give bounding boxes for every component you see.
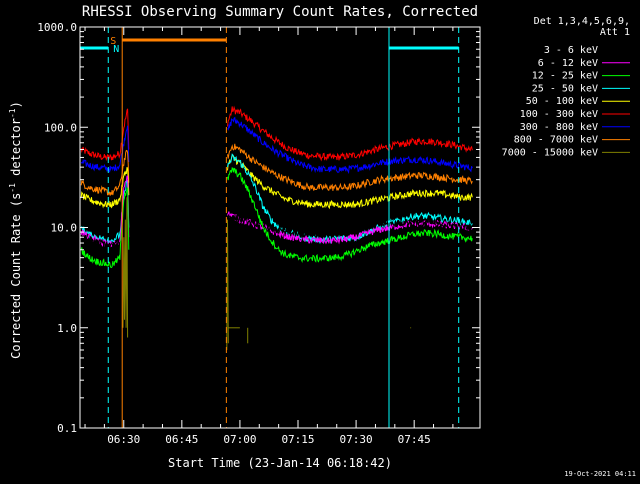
series-6-segment-1 — [227, 213, 473, 239]
series-3-segment-0 — [80, 167, 130, 209]
series-8-segment-0 — [122, 197, 129, 338]
chart-title: RHESSI Observing Summary Count Rates, Co… — [82, 4, 478, 20]
legend-entry-label-1: 6 - 12 keV — [538, 58, 598, 69]
legend-entry-label-3: 25 - 50 keV — [532, 83, 598, 94]
series-1-segment-1 — [227, 116, 473, 174]
x-tick-label-2: 07:00 — [223, 433, 256, 446]
series-0-segment-1 — [227, 105, 473, 162]
legend-entry-label-7: 800 - 7000 keV — [514, 135, 598, 146]
y-tick-label-4: 0.1 — [57, 422, 77, 435]
x-tick-label-0: 06:30 — [107, 433, 140, 446]
legend-entry-label-5: 100 - 300 keV — [520, 109, 598, 120]
timestamp: 19-Oct-2021 04:11 — [564, 470, 636, 478]
y-axis-label-sup2: -1 — [8, 108, 17, 118]
series-7-segment-1 — [227, 166, 473, 264]
series-4 — [81, 153, 473, 246]
series-3-segment-1 — [227, 154, 473, 210]
series-2-segment-1 — [227, 143, 473, 192]
y-axis-label-end: ) — [9, 101, 23, 108]
y-axis-label-sup1: -1 — [8, 183, 17, 193]
y-tick-label-2: 10.0 — [51, 222, 78, 235]
legend: Det 1,3,4,5,6,9,Att 13 - 6 keV 6 - 12 keV… — [502, 16, 630, 158]
legend-entry-label-0: 3 - 6 keV — [544, 45, 598, 56]
legend-entry-label-8: 7000 - 15000 keV — [502, 147, 598, 158]
series-0 — [80, 105, 473, 162]
y-axis-label-mid: detector — [9, 118, 23, 183]
night-label: N — [113, 44, 119, 55]
x-tick-label-4: 07:30 — [340, 433, 373, 446]
svg-text:Corrected Count Rate (s-1 dete: Corrected Count Rate (s-1 detector-1) — [8, 101, 23, 359]
series-3 — [80, 154, 473, 210]
x-axis-label: Start Time (23-Jan-14 06:18:42) — [168, 456, 392, 470]
legend-entry-label-4: 50 - 100 keV — [526, 96, 598, 107]
series-2-segment-0 — [80, 149, 130, 196]
legend-entry-label-2: 12 - 25 keV — [532, 71, 598, 82]
saa-label: S — [110, 36, 116, 47]
series-0-segment-0 — [80, 108, 130, 162]
series-1 — [80, 116, 473, 174]
x-tick-label-1: 06:45 — [165, 433, 198, 446]
series-7-segment-0 — [80, 187, 130, 269]
axes-layer: 1000.0 100.0 10.0 1.0 0.1 06:30 06:45 07:00 07:1… — [37, 21, 481, 446]
series-8-segment-1 — [226, 219, 229, 351]
y-tick-label-0: 1000.0 — [37, 21, 77, 34]
x-tick-label-3: 07:15 — [281, 433, 314, 446]
series-6 — [80, 213, 473, 248]
legend-entry-label-6: 300 - 800 keV — [520, 122, 598, 133]
y-axis-label: Corrected Count Rate (s-1 detector-1) — [8, 101, 23, 359]
series-7 — [80, 166, 473, 269]
legend-header-0: Det 1,3,4,5,6,9, — [534, 16, 630, 27]
series-layer — [80, 105, 473, 351]
y-tick-label-3: 1.0 — [57, 322, 77, 335]
y-axis-label-main: Corrected Count Rate (s — [9, 193, 23, 359]
x-tick-label-5: 07:45 — [398, 433, 431, 446]
y-tick-label-1: 100.0 — [44, 121, 77, 134]
legend-header-1: Att 1 — [600, 27, 630, 38]
series-2 — [80, 143, 473, 196]
series-8 — [122, 197, 412, 351]
series-1-segment-0 — [80, 125, 130, 173]
series-4-segment-1 — [227, 153, 473, 245]
